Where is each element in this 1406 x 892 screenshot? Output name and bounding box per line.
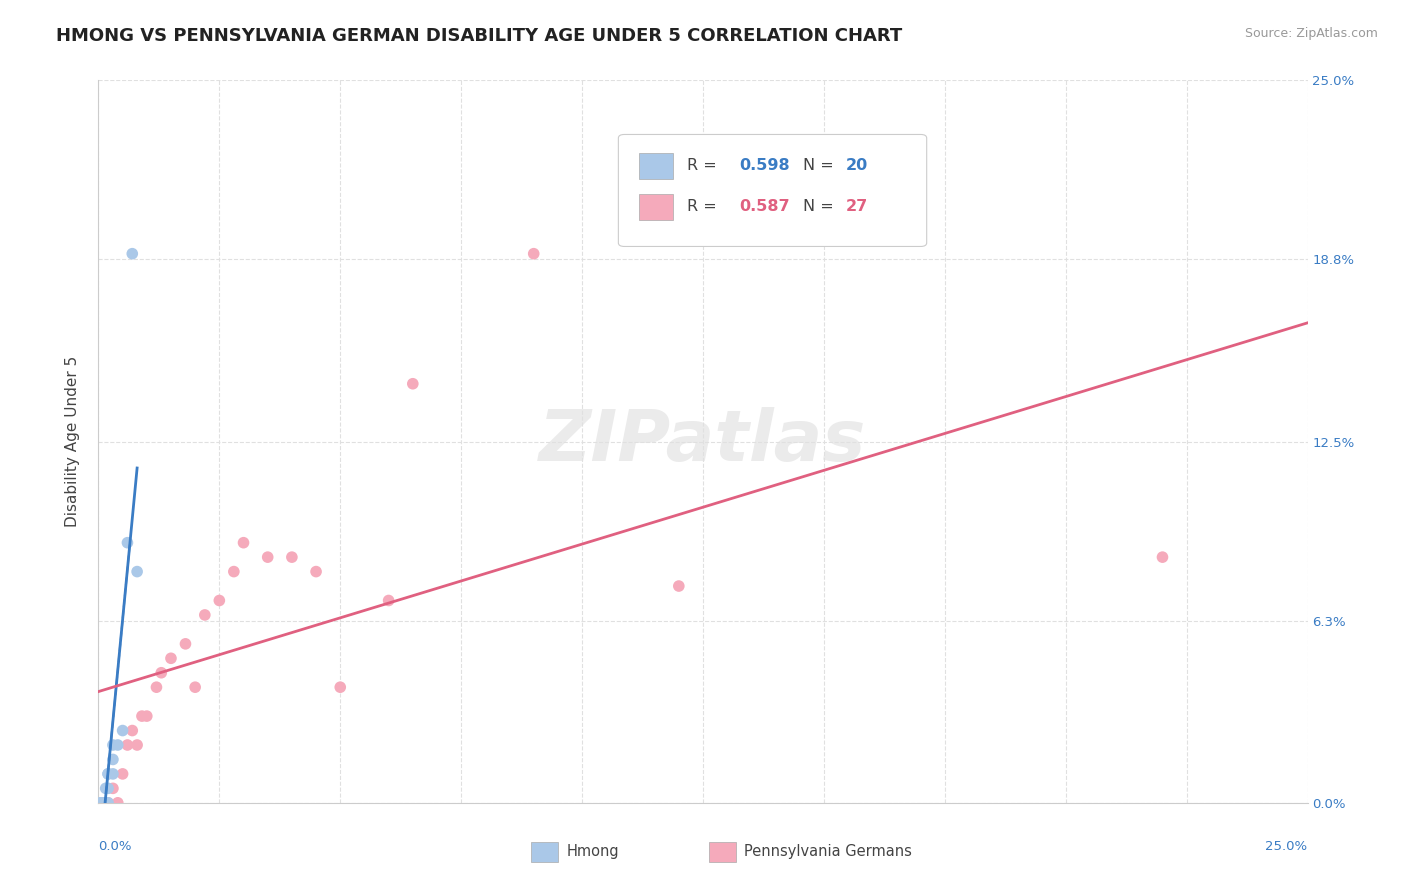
Point	[97, 796, 120, 810]
Point	[121, 723, 143, 738]
Point	[160, 651, 183, 665]
Point	[131, 709, 153, 723]
Point	[94, 796, 117, 810]
Point	[90, 796, 112, 810]
Point	[117, 535, 139, 549]
Point	[135, 709, 157, 723]
Point	[127, 565, 149, 579]
Point	[150, 665, 173, 680]
Point	[91, 796, 114, 810]
FancyBboxPatch shape	[619, 135, 927, 246]
Point	[256, 550, 278, 565]
Text: Pennsylvania Germans: Pennsylvania Germans	[744, 845, 912, 859]
Bar	[638, 153, 673, 178]
Point	[194, 607, 217, 622]
Text: HMONG VS PENNSYLVANIA GERMAN DISABILITY AGE UNDER 5 CORRELATION CHART: HMONG VS PENNSYLVANIA GERMAN DISABILITY …	[56, 27, 903, 45]
Point	[281, 550, 304, 565]
Point	[668, 579, 690, 593]
Point	[111, 723, 134, 738]
Point	[97, 796, 120, 810]
Point	[101, 767, 124, 781]
Text: 0.0%: 0.0%	[98, 840, 132, 854]
Point	[121, 246, 143, 260]
Point	[305, 565, 328, 579]
Point	[97, 767, 120, 781]
Point	[222, 565, 245, 579]
Point	[97, 781, 120, 796]
Point	[127, 738, 149, 752]
Point	[117, 738, 139, 752]
Text: Hmong: Hmong	[567, 845, 619, 859]
Y-axis label: Disability Age Under 5: Disability Age Under 5	[65, 356, 80, 527]
Point	[232, 535, 254, 549]
Text: 20: 20	[845, 158, 868, 173]
Point	[145, 680, 167, 694]
Text: R =: R =	[688, 199, 723, 214]
Point	[107, 738, 129, 752]
Point	[101, 781, 124, 796]
Point	[94, 781, 117, 796]
Point	[402, 376, 425, 391]
Point	[97, 767, 120, 781]
Text: 0.598: 0.598	[740, 158, 790, 173]
Point	[91, 796, 114, 810]
Bar	[638, 194, 673, 219]
Point	[523, 246, 546, 260]
Text: N =: N =	[803, 199, 839, 214]
Point	[208, 593, 231, 607]
Text: R =: R =	[688, 158, 723, 173]
Text: N =: N =	[803, 158, 839, 173]
Point	[90, 796, 112, 810]
Point	[111, 767, 134, 781]
Point	[1152, 550, 1174, 565]
Text: Source: ZipAtlas.com: Source: ZipAtlas.com	[1244, 27, 1378, 40]
Point	[101, 738, 124, 752]
Text: 27: 27	[845, 199, 868, 214]
Point	[377, 593, 399, 607]
Point	[174, 637, 197, 651]
Text: 25.0%: 25.0%	[1265, 840, 1308, 854]
Bar	[531, 842, 558, 862]
Bar	[709, 842, 735, 862]
Point	[107, 796, 129, 810]
Point	[101, 752, 124, 766]
Point	[329, 680, 352, 694]
Text: 0.587: 0.587	[740, 199, 790, 214]
Point	[184, 680, 207, 694]
Point	[91, 796, 114, 810]
Text: ZIPatlas: ZIPatlas	[540, 407, 866, 476]
Point	[91, 796, 114, 810]
